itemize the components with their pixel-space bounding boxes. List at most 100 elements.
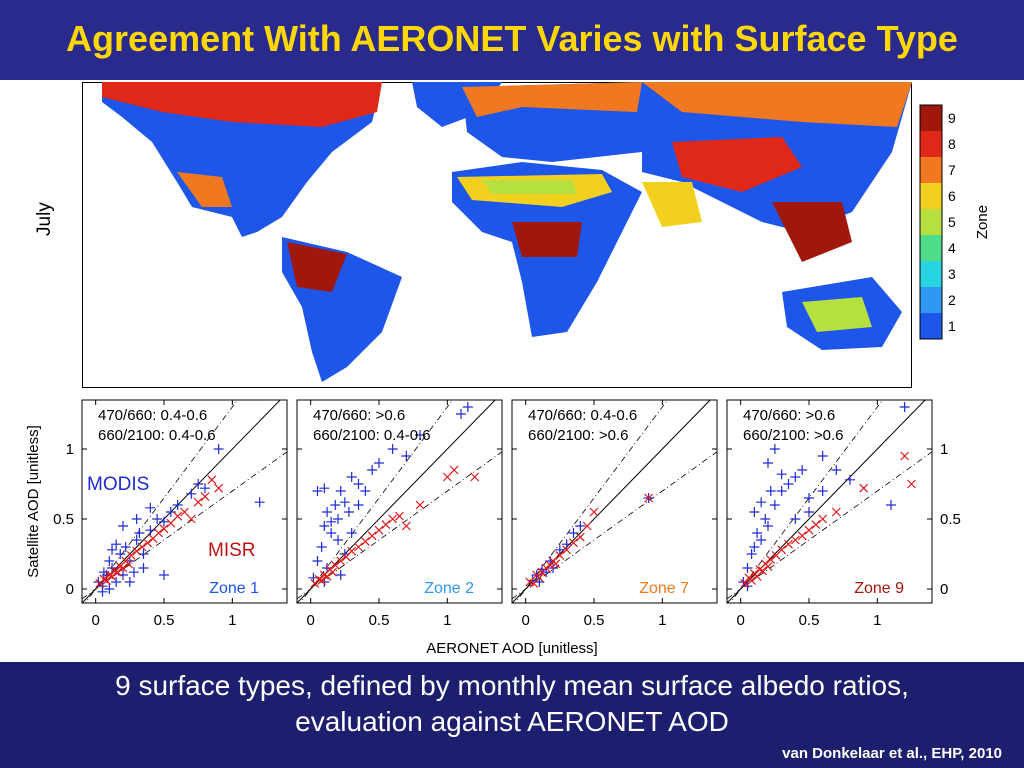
modis-point <box>790 514 801 524</box>
scatter-panel-3: 0 0.5 1 470/660: 0.4-0.6 660/2100: >0.6 Zone … <box>511 399 718 629</box>
colorbar-tick-label: 4 <box>948 240 956 256</box>
colorbar-tick-label: 1 <box>948 318 956 334</box>
modis-point <box>322 507 333 517</box>
x-tick-label: 1 <box>658 612 666 629</box>
colorbar-swatch-7 <box>920 157 942 183</box>
criteria-line-1: 470/660: 0.4-0.6 <box>98 407 207 424</box>
modis-point <box>159 570 169 580</box>
modis-point <box>186 488 197 499</box>
north-america-desert-zone <box>177 172 232 207</box>
misr-point <box>395 511 404 521</box>
modis-point <box>107 544 118 555</box>
misr-point <box>330 560 340 570</box>
footer-bar: 9 surface types, defined by monthly mean… <box>0 662 1024 768</box>
modis-point <box>845 474 855 485</box>
criteria-line-2: 660/2100: >0.6 <box>743 427 844 444</box>
misr-point <box>207 475 217 485</box>
modis-point <box>353 500 364 510</box>
modis-point <box>213 444 224 454</box>
modis-point <box>346 472 357 482</box>
misr-point <box>545 560 555 570</box>
modis-point <box>312 556 323 566</box>
misr-point <box>442 472 452 482</box>
modis-point <box>115 549 126 559</box>
colorbar-tick-label: 3 <box>948 266 956 282</box>
misr-point <box>758 566 767 576</box>
asia-southeast-zone <box>772 202 852 262</box>
europe-north-zone <box>462 82 642 117</box>
panel-frame <box>296 399 503 604</box>
modis-point <box>343 507 354 517</box>
modis-point <box>145 502 156 513</box>
y-tick-label-right: 0 <box>940 581 948 598</box>
modis-point <box>111 539 122 550</box>
colorbar-tick-label: 6 <box>948 188 956 204</box>
africa-sahara-inner-zone <box>482 180 577 194</box>
criteria-line-2: 660/2100: 0.4-0.6 <box>313 427 431 444</box>
modis-point <box>776 486 787 496</box>
x-axis-label: AERONET AOD [unitless] <box>426 640 597 657</box>
modis-point <box>752 528 763 538</box>
colorbar-title: Zone <box>974 205 991 239</box>
misr-point <box>763 562 773 572</box>
australia-interior-zone <box>802 297 872 332</box>
modis-point <box>899 402 910 412</box>
modis-point <box>346 528 357 538</box>
colorbar-swatch-3 <box>920 261 942 287</box>
misr-point <box>470 472 480 482</box>
modis-point <box>790 472 801 482</box>
misr-point <box>569 538 578 548</box>
modis-point <box>134 528 145 538</box>
misr-point <box>154 528 163 538</box>
modis-point <box>326 528 337 538</box>
modis-point <box>401 451 412 461</box>
criteria-line-1: 470/660: >0.6 <box>743 407 835 424</box>
misr-point <box>317 576 327 586</box>
misr-point <box>118 563 128 573</box>
modis-point <box>333 514 343 524</box>
y-tick-label: 0.5 <box>53 511 74 528</box>
colorbar-swatch-2 <box>920 287 942 313</box>
misr-point <box>322 571 332 581</box>
criteria-line-1: 470/660: >0.6 <box>313 407 405 424</box>
modis-point <box>462 402 473 412</box>
colorbar-swatch-9 <box>920 105 942 131</box>
misr-point <box>347 546 357 556</box>
panel-plot-area <box>512 400 717 603</box>
misr-point <box>534 573 544 583</box>
modis-point <box>756 497 767 508</box>
x-tick-label: 0.5 <box>799 612 820 629</box>
misr-point <box>113 567 122 577</box>
x-tick-label: 0 <box>306 612 314 629</box>
colorbar-swatch-5 <box>920 209 942 235</box>
surface-zone-map <box>82 82 912 388</box>
modis-point <box>360 486 371 496</box>
y-tick-label: 0 <box>66 581 74 598</box>
misr-point <box>314 574 324 584</box>
modis-point <box>797 465 808 475</box>
misr-point <box>831 507 841 517</box>
modis-point <box>333 535 343 545</box>
modis-point <box>326 516 337 527</box>
slide-title: Agreement With AERONET Varies with Surfa… <box>66 18 958 59</box>
misr-point <box>124 559 133 569</box>
modis-point <box>312 486 323 496</box>
misr-point <box>107 571 117 581</box>
modis-point <box>776 469 787 480</box>
misr-point <box>562 545 572 555</box>
modis-point <box>172 500 183 510</box>
modis-point <box>742 563 753 573</box>
misr-point <box>137 542 147 552</box>
modis-point <box>104 556 115 566</box>
scatter-panel-2: 0 0.5 1 470/660: >0.6 660/2100: 0.4-0.6 Zone … <box>296 399 503 629</box>
x-tick-label: 0 <box>736 612 744 629</box>
misr-point <box>354 542 363 552</box>
modis-point <box>367 465 378 475</box>
colorbar-swatch-1 <box>920 313 942 339</box>
misr-point <box>126 550 136 560</box>
modis-point <box>138 563 149 573</box>
y-axis-label: Satellite AOD [unitless] <box>25 425 42 578</box>
modis-point <box>804 507 814 517</box>
misr-point <box>159 524 169 534</box>
modis-point <box>817 486 828 496</box>
